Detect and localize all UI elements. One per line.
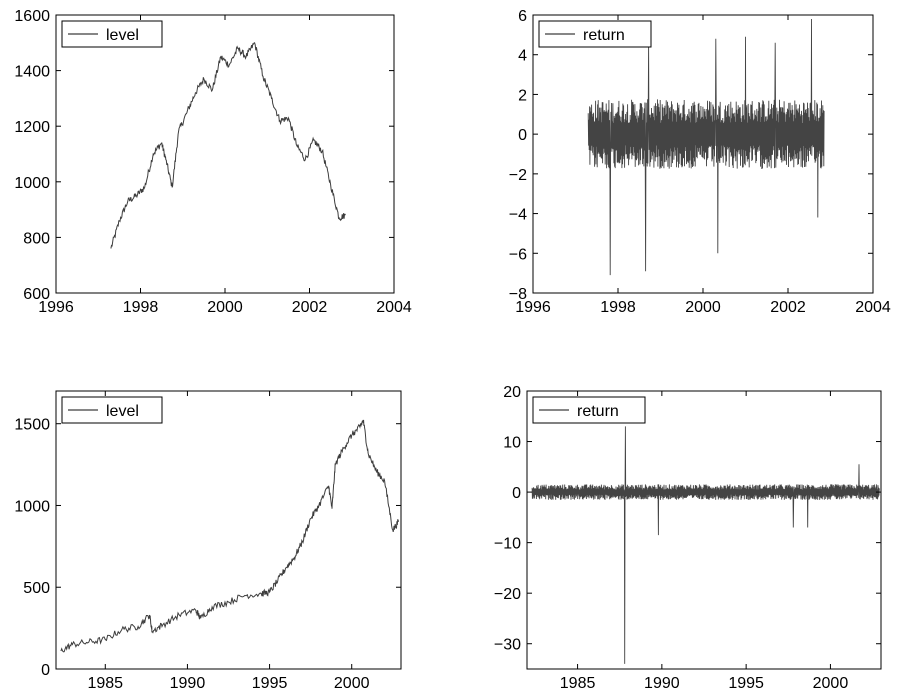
chart-top-right-return: 1996 1998 2000 2002 2004 −8 −6 −4 −2 0 2 4 6 return <box>509 8 891 316</box>
chart-0-x-tick-label: 2002 <box>292 299 328 316</box>
chart-0-x-tick-label: 1996 <box>38 299 74 316</box>
chart-1-y-tick-label: 2 <box>518 87 527 104</box>
chart-3-y-tick-label: −30 <box>494 637 521 654</box>
chart-3-y-tick-label: −10 <box>494 536 521 553</box>
chart-0-y-tick-label: 600 <box>23 286 50 303</box>
chart-0-axes-frame <box>55 14 395 294</box>
chart-1-y-tick-label: 6 <box>518 8 527 25</box>
chart-1-y-tick-label: −6 <box>509 246 527 263</box>
chart-1-x-tick-label: 2002 <box>770 299 806 316</box>
chart-2-y-tick-label: 1500 <box>14 417 50 434</box>
chart-1-x-tick-label: 2004 <box>855 299 891 316</box>
chart-2-x-tick-label: 2000 <box>334 675 370 692</box>
chart-0-y-tick-label: 1600 <box>14 8 50 25</box>
chart-3-legend <box>532 396 646 424</box>
chart-1-y-tick-label: −8 <box>509 286 527 303</box>
chart-1-series-return <box>587 18 825 276</box>
chart-bottom-left-level: 1985 1990 1995 2000 0 500 1000 1500 level <box>14 390 402 692</box>
chart-2-series-level <box>60 419 399 653</box>
chart-0-y-tick-label: 800 <box>23 230 50 247</box>
chart-1-x-tick-label: 2000 <box>685 299 721 316</box>
chart-0-legend-label: level <box>106 27 139 44</box>
chart-3-x-tick-label: 1990 <box>644 675 680 692</box>
chart-0-x-tick-label: 2000 <box>207 299 243 316</box>
chart-2-axes-frame <box>55 390 402 670</box>
chart-2-x-tick-label: 1995 <box>252 675 288 692</box>
chart-3-x-tick-label: 1995 <box>728 675 764 692</box>
chart-2-y-tick-label: 0 <box>41 662 50 679</box>
chart-0-x-tick-label: 2004 <box>376 299 412 316</box>
chart-1-y-tick-label: 0 <box>518 127 527 144</box>
chart-3-legend-label: return <box>577 403 619 420</box>
chart-3-y-tick-label: 20 <box>503 384 521 401</box>
chart-1-y-tick-label: −2 <box>509 167 527 184</box>
chart-0-x-tick-label: 1998 <box>123 299 159 316</box>
chart-2-y-tick-label: 1000 <box>14 498 50 515</box>
chart-3-y-tick-label: −20 <box>494 586 521 603</box>
chart-2-legend-label: level <box>106 403 139 420</box>
chart-0-y-tick-label: 1200 <box>14 119 50 136</box>
chart-2-x-tick-label: 1985 <box>87 675 123 692</box>
chart-top-left-level: 1996 1998 2000 2002 2004 600 800 1000 1200 1400 16… <box>14 8 411 316</box>
chart-1-y-tick-label: −4 <box>509 207 527 224</box>
chart-3-y-tick-label: 0 <box>512 485 521 502</box>
chart-1-x-tick-label: 1996 <box>515 299 551 316</box>
chart-3-x-tick-label: 1985 <box>560 675 596 692</box>
chart-0-y-tick-label: 1400 <box>14 64 50 81</box>
chart-bottom-right-return: 1985 1990 1995 2000 −30 −20 −10 0 10 20 return <box>494 384 882 692</box>
chart-1-legend-label: return <box>583 27 625 44</box>
chart-3-axes-frame <box>526 390 882 670</box>
chart-0-y-tick-label: 1000 <box>14 175 50 192</box>
chart-1-x-tick-label: 1998 <box>600 299 636 316</box>
chart-1-y-tick-label: 4 <box>518 48 527 65</box>
chart-3-x-tick-label: 2000 <box>813 675 849 692</box>
chart-2-x-tick-label: 1990 <box>170 675 206 692</box>
chart-0-series-level <box>110 42 346 249</box>
chart-3-y-tick-label: 10 <box>503 435 521 452</box>
chart-3-series-return <box>531 426 880 664</box>
chart-2-y-tick-label: 500 <box>23 580 50 597</box>
